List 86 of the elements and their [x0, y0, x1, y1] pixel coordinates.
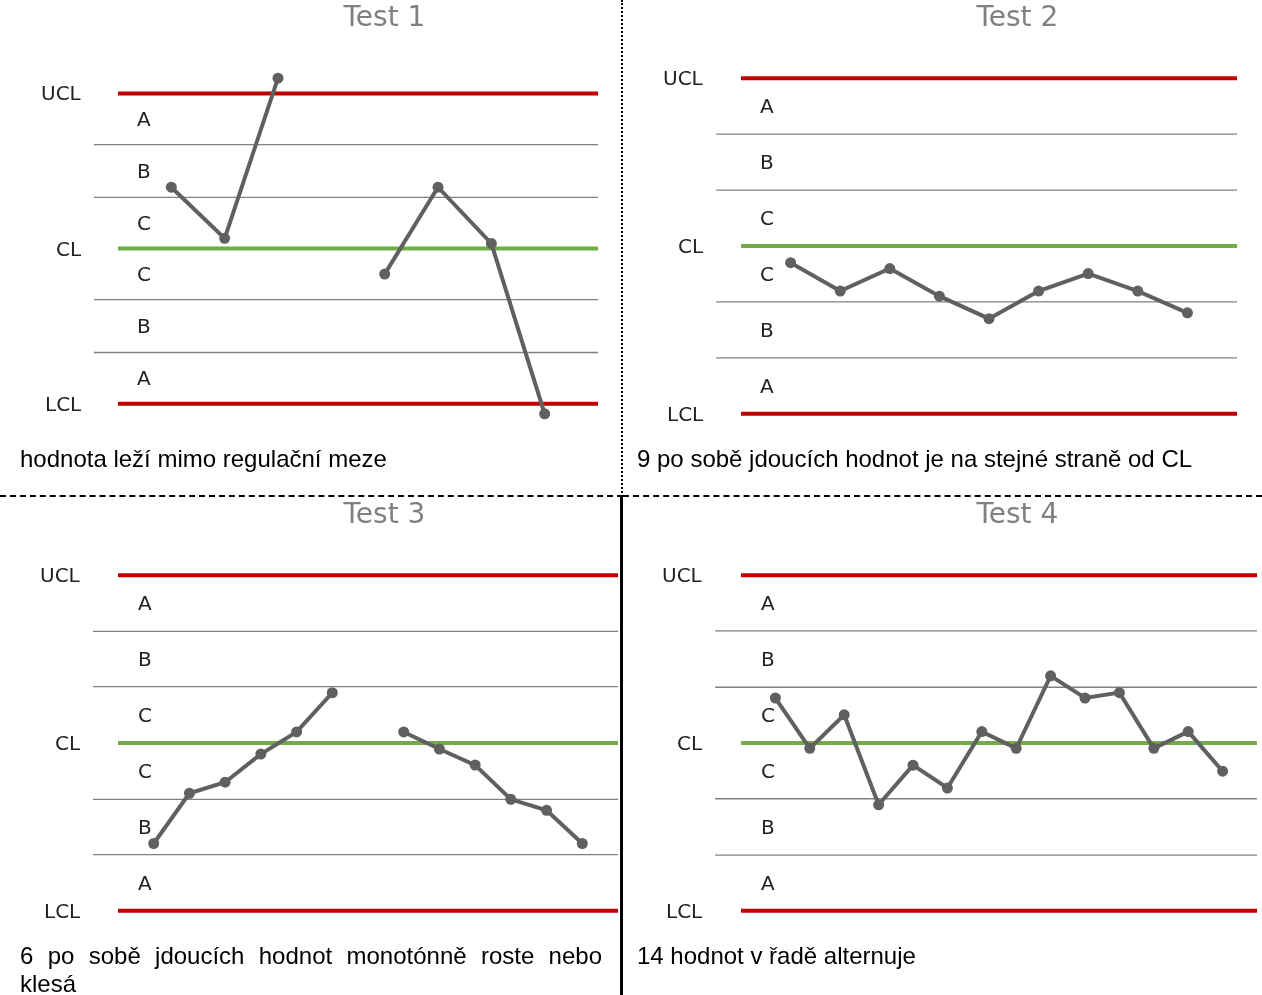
point [326, 687, 338, 699]
point [933, 290, 945, 302]
point [769, 692, 781, 704]
text: C [760, 206, 774, 230]
point [1217, 765, 1229, 777]
point [1182, 726, 1194, 738]
ref-line-label: UCL [663, 66, 704, 90]
annotation: A [137, 366, 151, 390]
point [838, 709, 850, 721]
point [1148, 742, 1160, 754]
point [1079, 692, 1091, 704]
text: A [761, 591, 775, 615]
text: A [760, 94, 774, 118]
annotation: B [137, 314, 151, 338]
ref-line-label: LCL [666, 899, 704, 923]
ref-line-label: UCL [662, 563, 703, 587]
text: 6 po sobě jdoucích hodnot monotónně roste nebo klesá [20, 942, 602, 995]
annotation: B [760, 318, 774, 342]
point [1010, 742, 1022, 754]
ref-line-label: LCL [667, 402, 705, 426]
point [1113, 687, 1125, 699]
point [433, 743, 445, 755]
point [291, 726, 303, 738]
point [873, 799, 885, 811]
point [576, 838, 588, 850]
chart-title: Test 4 [975, 497, 1059, 531]
point [485, 237, 497, 249]
point [1181, 307, 1193, 319]
point [1033, 285, 1045, 297]
chart-title: Test 3 [342, 497, 426, 531]
point [219, 776, 231, 788]
ref-line-label: UCL [41, 81, 82, 105]
ref-line-label: LCL [45, 392, 83, 416]
point [165, 181, 177, 193]
text: B [138, 647, 152, 671]
point [148, 838, 160, 850]
point [255, 748, 267, 760]
annotation: C [137, 262, 151, 286]
point [219, 232, 231, 244]
point [379, 268, 391, 280]
ref-line-label: CL [55, 731, 81, 755]
text: A [138, 591, 152, 615]
point [785, 257, 797, 269]
annotation: B [138, 815, 152, 839]
chart-title: Test 2 [975, 0, 1059, 34]
ref-line-label: CL [677, 731, 703, 755]
point [272, 72, 284, 84]
annotation: A [137, 107, 151, 131]
text: B [760, 150, 774, 174]
point [183, 787, 195, 799]
point [976, 726, 988, 738]
chart-title: Test 1 [342, 0, 426, 34]
point [539, 408, 551, 420]
annotation: C [138, 759, 152, 783]
text: B [761, 647, 775, 671]
annotation: C [760, 262, 774, 286]
point [398, 726, 410, 738]
point [834, 285, 846, 297]
text: hodnota leží mimo regulační meze [20, 445, 388, 473]
point [432, 181, 444, 193]
point [469, 759, 481, 771]
text: A [761, 871, 775, 895]
annotation: C [761, 759, 775, 783]
annotation: C [761, 703, 775, 727]
annotation: B [137, 159, 151, 183]
point [907, 759, 919, 771]
ref-line-label: CL [678, 234, 704, 258]
text: B [761, 815, 775, 839]
point [1132, 285, 1144, 297]
text: A [760, 374, 774, 398]
ref-line-label: CL [56, 237, 82, 261]
annotation: C [137, 211, 151, 235]
text: 14 hodnot v řadě alternuje [637, 942, 917, 970]
point [804, 742, 816, 754]
text: 9 po sobě jdoucích hodnot je na stejné straně od CL [637, 445, 1194, 473]
point [1082, 268, 1094, 280]
point [941, 782, 953, 794]
text: A [138, 871, 152, 895]
point [541, 804, 553, 816]
point [1045, 670, 1057, 682]
ref-line-label: LCL [44, 899, 82, 923]
point [884, 263, 896, 275]
ref-line-label: UCL [40, 563, 81, 587]
annotation: C [138, 703, 152, 727]
point [505, 793, 517, 805]
point [983, 313, 995, 325]
